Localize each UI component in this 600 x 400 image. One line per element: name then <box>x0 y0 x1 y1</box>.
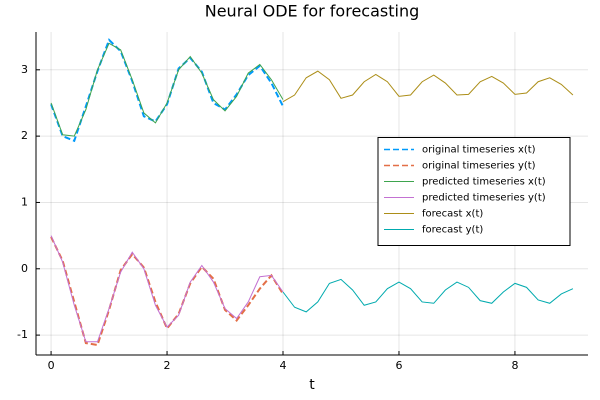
y-tick-label: -1 <box>17 328 28 341</box>
series-line <box>282 278 574 313</box>
legend-label: forecast y(t) <box>422 225 483 236</box>
legend-label: original timeseries x(t) <box>422 145 536 156</box>
legend-label: original timeseries y(t) <box>422 161 536 172</box>
chart-title: Neural ODE for forecasting <box>205 2 420 21</box>
series-line <box>50 236 284 347</box>
x-tick-label: 6 <box>395 359 402 372</box>
legend-label: forecast x(t) <box>422 209 483 220</box>
series-line <box>50 235 284 343</box>
series-line <box>50 42 284 137</box>
y-tick-label: 3 <box>21 63 28 76</box>
x-tick-label: 4 <box>280 359 287 372</box>
x-axis-label: t <box>309 377 315 393</box>
x-tick-label: 8 <box>511 359 518 372</box>
x-tick-label: 0 <box>48 359 55 372</box>
legend: original timeseries x(t) original timeser… <box>377 137 571 246</box>
legend-box <box>377 137 571 246</box>
y-tick-label: 2 <box>21 129 28 142</box>
legend-label: predicted timeseries x(t) <box>422 177 546 188</box>
x-tick-label: 2 <box>164 359 171 372</box>
series-line <box>282 70 574 103</box>
y-tick-label: 1 <box>21 195 28 208</box>
legend-label: predicted timeseries y(t) <box>422 193 546 204</box>
y-tick-label: 0 <box>21 262 28 275</box>
